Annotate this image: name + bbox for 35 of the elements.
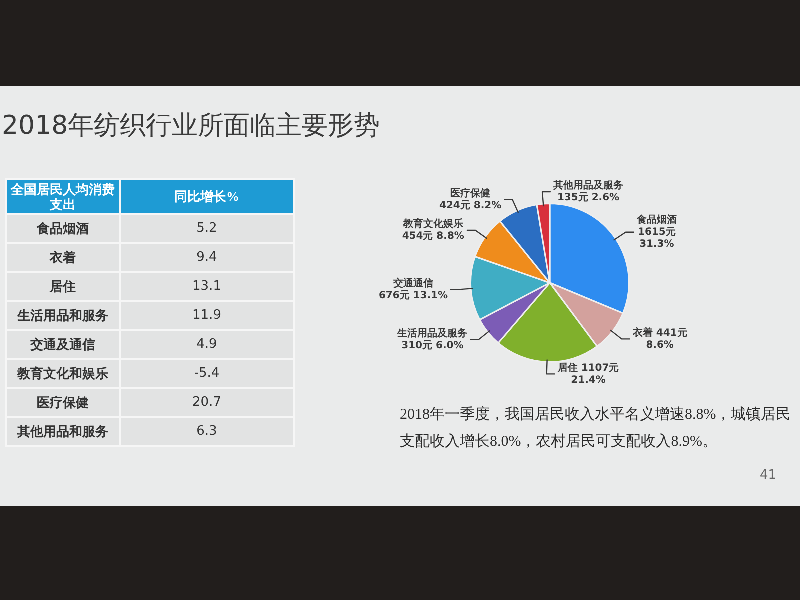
data-label: 6.3: [120, 417, 294, 446]
text: 2018年纺织行业所面临主要形势: [2, 110, 380, 143]
slice-label: 其他用品及服务: [552, 180, 624, 192]
text: 2018年一季度，我国居民收入水平名义增速8.8%，城镇居民支配收入增长8.0%，农村居民可支配收入8.9%。: [400, 405, 792, 452]
data-label: 676元 13.1%: [378, 289, 448, 302]
data-label: 11.9: [120, 301, 294, 330]
data-label: -5.4: [120, 359, 294, 388]
data-label: 5.2: [120, 214, 294, 243]
text: 同比增长%: [120, 179, 294, 214]
slice-label: 医疗保健: [450, 187, 491, 200]
data-label: 1615元 31.3%: [638, 226, 676, 250]
slice-label: 交通通信: [392, 277, 434, 290]
data-label: 310元 6.0%: [402, 340, 464, 352]
category-label: 生活用品和服务: [6, 301, 120, 330]
slice-label: 衣着 441元 8.6%: [632, 326, 688, 351]
data-label: 9.4: [120, 243, 294, 272]
data-label: 454元 8.8%: [402, 230, 464, 242]
data-label: 20.7: [120, 388, 294, 417]
category-label: 交通及通信: [6, 330, 120, 359]
data-label: 13.1: [120, 272, 294, 301]
slice-label: 生活用品及服务: [396, 328, 468, 340]
slice-label: 教育文化娱乐: [402, 218, 464, 230]
data-label: 424元 8.2%: [440, 199, 502, 212]
category-label: 食品烟酒: [6, 214, 120, 243]
data-label: 135元 2.6%: [557, 192, 620, 204]
slice-label: 食品烟酒: [636, 214, 677, 226]
category-label: 教育文化和娱乐: [6, 359, 120, 388]
category-label: 衣着: [6, 243, 120, 272]
data-label: 4.9: [120, 330, 294, 359]
category-label: 居住: [6, 272, 120, 301]
text: 41: [760, 468, 777, 483]
slice-label: 居住 1107元 21.4%: [556, 362, 620, 386]
text: 全国居民人均消费支出: [6, 179, 120, 214]
category-label: 其他用品和服务: [6, 417, 120, 446]
category-label: 医疗保健: [6, 388, 120, 417]
